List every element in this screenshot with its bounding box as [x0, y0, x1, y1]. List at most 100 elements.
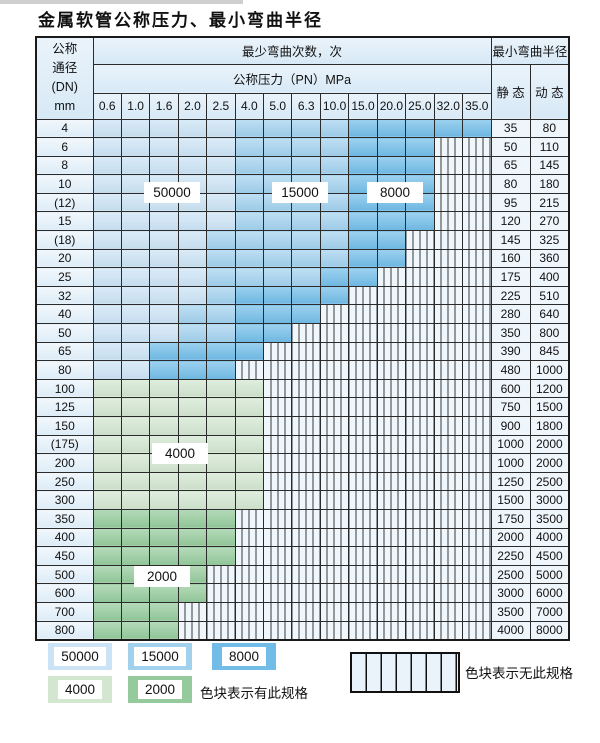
spec-cell-700-1.6: [149, 601, 179, 622]
spec-cell-4-2.0: [177, 118, 208, 139]
spec-cell-40-2.5: [206, 304, 236, 325]
spec-cell-20-20.0: [376, 248, 407, 269]
dynamic-value: 5000: [529, 564, 570, 585]
spec-cell-80-32.0: [433, 360, 463, 380]
legend-swatch-value: 4000: [57, 680, 103, 699]
spec-cell-(12)-2.5: [206, 192, 236, 213]
dn-header-line2: 通径: [52, 61, 78, 76]
spec-cell-(18)-4.0: [234, 230, 265, 250]
dn-cell: 40: [35, 304, 94, 325]
spec-cell-40-32.0: [433, 304, 463, 325]
spec-cell-100-6.3: [291, 378, 321, 399]
spec-cell-300-20.0: [376, 490, 407, 510]
spec-cell-15-1.6: [149, 211, 179, 232]
spec-cell-50-10.0: [319, 323, 350, 343]
spec-cell-600-2.5: [206, 583, 236, 603]
spec-cell-(18)-25.0: [405, 230, 435, 250]
spec-cell-(175)-5.0: [263, 434, 293, 455]
spec-cell-(175)-4.0: [234, 434, 265, 455]
spec-cell-8-1.6: [149, 155, 179, 176]
spec-cell-50-35.0: [461, 323, 492, 343]
spec-cell-450-10.0: [319, 546, 350, 566]
spec-cell-400-6.3: [291, 527, 321, 548]
region-label-8000: 8000: [367, 182, 423, 203]
spec-cell-15-15.0: [348, 211, 378, 232]
dynamic-value: 325: [529, 230, 570, 250]
pressure-values-row: 0.6 1.0 1.6 2.0 2.5 4.0 5.0 6.3 10.0 15.0 20.0 25.0…: [36, 92, 569, 120]
spec-cell-100-35.0: [461, 378, 492, 399]
static-value: 350: [490, 323, 531, 343]
spec-cell-40-4.0: [234, 304, 265, 325]
spec-cell-4-15.0: [348, 118, 378, 139]
table-row: 500 2500 5000: [35, 564, 570, 585]
legend-no-spec-text: 色块表示无此规格: [465, 666, 573, 681]
spec-cell-150-20.0: [376, 416, 407, 436]
spec-cell-20-4.0: [234, 248, 265, 269]
spec-cell-4-32.0: [433, 118, 463, 139]
spec-cell-32-10.0: [319, 285, 350, 306]
spec-cell-32-5.0: [263, 285, 293, 306]
spec-cell-50-5.0: [263, 323, 293, 343]
spec-cell-150-2.5: [206, 416, 236, 436]
spec-cell-(18)-35.0: [461, 230, 492, 250]
spec-cell-65-1.6: [149, 341, 179, 362]
spec-cell-6-20.0: [376, 137, 407, 157]
spec-cell-500-4.0: [234, 564, 265, 585]
pressure-col-25.0: 25.0: [405, 92, 435, 120]
table-row: 125 750 1500: [35, 397, 570, 417]
spec-cell-80-15.0: [348, 360, 378, 380]
spec-cell-15-4.0: [234, 211, 265, 232]
pressure-col-1.6: 1.6: [149, 92, 179, 120]
spec-cell-8-5.0: [263, 155, 293, 176]
spec-cell-8-20.0: [376, 155, 407, 176]
spec-cell-100-1.0: [120, 378, 151, 399]
table-row: 50 350 800: [35, 323, 570, 343]
static-value: 65: [490, 155, 531, 176]
dn-cell: 65: [35, 341, 94, 362]
spec-cell-40-5.0: [263, 304, 293, 325]
spec-cell-500-20.0: [376, 564, 407, 585]
spec-cell-15-35.0: [461, 211, 492, 232]
spec-cell-20-5.0: [263, 248, 293, 269]
static-value: 225: [490, 285, 531, 306]
spec-cell-350-2.5: [206, 508, 236, 529]
spec-cell-350-2.0: [177, 508, 208, 529]
spec-cell-250-0.6: [92, 471, 122, 492]
spec-cell-450-6.3: [291, 546, 321, 566]
table-row: 800 4000 8000: [35, 620, 570, 641]
pressure-col-6.3: 6.3: [291, 92, 321, 120]
dn-cell: 500: [35, 564, 94, 585]
spec-cell-800-1.6: [149, 620, 179, 641]
legend-has-spec-text: 色块表示有此规格: [200, 686, 308, 701]
pressure-col-20.0: 20.0: [376, 92, 407, 120]
spec-cell-800-15.0: [348, 620, 378, 641]
spec-cell-600-25.0: [405, 583, 435, 603]
spec-cell-300-1.0: [120, 490, 151, 510]
spec-cell-500-2.5: [206, 564, 236, 585]
spec-cell-150-4.0: [234, 416, 265, 436]
region-label-50000: 50000: [144, 182, 200, 203]
static-column-header: 静 态: [490, 63, 531, 120]
static-value: 4000: [490, 620, 531, 641]
spec-cell-350-10.0: [319, 508, 350, 529]
spec-cell-(18)-15.0: [348, 230, 378, 250]
spec-cell-800-25.0: [405, 620, 435, 641]
static-value: 35: [490, 118, 531, 139]
spec-cell-800-2.0: [177, 620, 208, 641]
spec-cell-20-2.0: [177, 248, 208, 269]
spec-cell-65-10.0: [319, 341, 350, 362]
legend-swatch-50000: 50000: [48, 643, 112, 670]
spec-cell-6-6.3: [291, 137, 321, 157]
spec-cell-40-35.0: [461, 304, 492, 325]
bend-cycles-header: 最少弯曲次数，次: [92, 36, 492, 65]
pressure-col-32.0: 32.0: [433, 92, 463, 120]
spec-cell-100-10.0: [319, 378, 350, 399]
spec-cell-65-25.0: [405, 341, 435, 362]
dn-cell: 400: [35, 527, 94, 548]
spec-cell-25-20.0: [376, 267, 407, 287]
spec-cell-20-2.5: [206, 248, 236, 269]
spec-cell-50-15.0: [348, 323, 378, 343]
spec-cell-40-6.3: [291, 304, 321, 325]
spec-cell-800-32.0: [433, 620, 463, 641]
spec-cell-350-1.0: [120, 508, 151, 529]
